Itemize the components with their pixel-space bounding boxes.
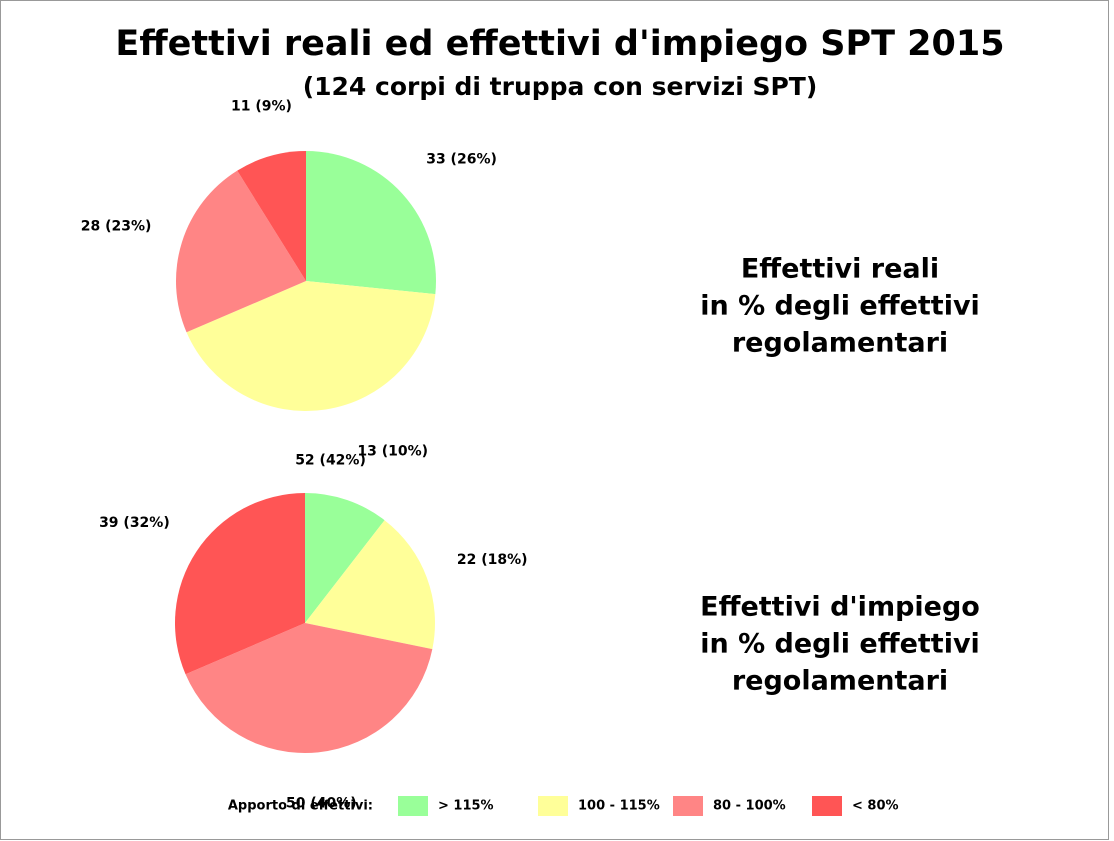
data-label: 33 (26%) [426, 151, 497, 167]
pie-title: in % degli effettivi [700, 291, 980, 322]
legend-swatch [673, 796, 703, 816]
data-label: 22 (18%) [457, 552, 528, 568]
pie-slice [185, 623, 433, 753]
pie-title: regolamentari [732, 666, 948, 697]
data-label: 39 (32%) [99, 515, 170, 531]
legend-swatch [812, 796, 842, 816]
pie-slice [305, 493, 385, 623]
chart-title: Effettivi reali ed effettivi d'impiego S… [115, 24, 1004, 64]
data-label: 28 (23%) [81, 219, 152, 235]
legend-label: 80 - 100% [713, 799, 786, 814]
legend-label: < 80% [852, 799, 899, 814]
legend-swatch [398, 796, 428, 816]
pie-slice [306, 151, 436, 295]
pie-title: regolamentari [732, 328, 948, 359]
pie-slice [175, 492, 305, 675]
pie-slice [186, 281, 436, 411]
chart-subtitle: (124 corpi di truppa con servizi SPT) [303, 72, 818, 101]
legend-label: > 115% [438, 799, 494, 814]
data-label: 52 (42%) [295, 452, 366, 468]
data-label: 50 (40%) [286, 796, 357, 812]
legend-title: Apporto di effettivi: [228, 799, 373, 814]
data-label: 13 (10%) [357, 443, 428, 459]
pie-title: in % degli effettivi [700, 629, 980, 660]
pie-slice [176, 170, 306, 333]
legend-swatch [538, 796, 568, 816]
legend-label: 100 - 115% [578, 799, 660, 814]
pie-title: Effettivi reali [741, 254, 939, 285]
data-label: 11 (9%) [231, 99, 292, 115]
pie-slice [305, 520, 435, 650]
pie-slice [237, 151, 306, 281]
pie-title: Effettivi d'impiego [700, 592, 980, 623]
